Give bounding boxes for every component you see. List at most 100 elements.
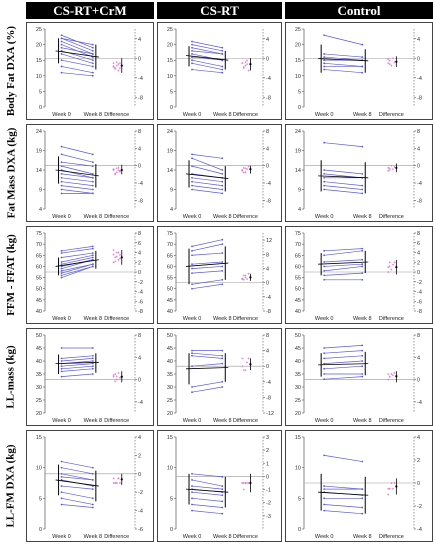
subject-point-week0: [60, 263, 63, 266]
subject-point-week0: [191, 491, 193, 494]
difference-point: [114, 373, 117, 375]
subject-point-week0: [191, 349, 193, 352]
subject-line: [191, 189, 223, 194]
subject-point-week0: [191, 352, 193, 355]
left-tick-label: 19: [36, 149, 42, 155]
left-tick-label: 40: [295, 309, 301, 315]
subject-point-week0: [60, 176, 63, 179]
subject-line: [324, 185, 363, 190]
right-tick-label: 2: [417, 260, 420, 266]
difference-point: [244, 276, 247, 279]
subject-point-week0: [191, 40, 193, 43]
column-header-control: Control: [285, 2, 433, 19]
x-category-label: Week 0: [52, 214, 71, 220]
chart-svg: 0 5 10 15 -6 -4 -2 0 2 4 Week 0 Week 8 Difference: [36, 435, 143, 540]
subject-line: [191, 185, 223, 190]
difference-point: [387, 266, 390, 269]
right-tick-label: -4: [417, 527, 422, 533]
right-tick-label: -8: [266, 395, 271, 401]
subject-line: [324, 56, 363, 61]
subject-point-week0: [60, 276, 63, 279]
difference-point: [117, 371, 120, 374]
left-tick-label: 25: [167, 398, 173, 404]
right-tick-label: 4: [266, 37, 269, 43]
subject-point-week8: [361, 184, 364, 187]
subject-line: [191, 510, 223, 515]
subject-point-week0: [60, 265, 63, 268]
subject-point-week0: [323, 347, 326, 349]
right-tick-label: -4: [266, 181, 271, 187]
subject-point-week8: [361, 65, 364, 68]
left-tick-label: 20: [167, 411, 173, 417]
difference-point: [246, 361, 249, 364]
subject-point-week8: [91, 354, 94, 357]
chart-panel: 4 9 14 19 24 -8 -4 0 4 8 Week 0 Week 8 Difference: [157, 124, 282, 222]
subject-point-week0: [60, 360, 63, 362]
x-category-label: Week 8: [353, 214, 372, 220]
subject-point-week0: [191, 283, 193, 286]
left-tick-label: 40: [36, 309, 42, 315]
subject-point-week8: [91, 184, 94, 187]
subject-line: [324, 266, 363, 272]
difference-point: [247, 69, 250, 72]
right-tick-label: 4: [138, 251, 141, 257]
column-header-cs-rt: CS-RT: [157, 2, 282, 19]
mean-change-line: [55, 479, 99, 487]
subject-line: [191, 279, 223, 285]
subject-point-week0: [323, 53, 326, 55]
difference-point: [115, 167, 118, 170]
subject-line: [61, 154, 93, 163]
difference-point: [241, 277, 244, 280]
difference-point: [390, 373, 393, 375]
difference-point: [246, 168, 249, 171]
subject-line: [191, 270, 223, 274]
chart-svg: 20 25 30 35 40 45 50 -12 -8 -4 0 4 8 Week 0 Week 8 Diff…: [167, 333, 274, 424]
subject-point-week8: [361, 373, 364, 375]
mean-change-line: [185, 262, 229, 267]
subject-point-week8: [221, 357, 224, 360]
left-tick-label: 30: [295, 385, 301, 391]
subject-point-week8: [91, 43, 94, 46]
left-tick-label: 45: [36, 346, 42, 352]
difference-point: [390, 268, 393, 271]
left-tick-label: 50: [167, 287, 173, 293]
subject-point-week8: [221, 269, 224, 272]
subject-line: [61, 491, 93, 499]
difference-point: [118, 376, 121, 379]
row-label-fat-mass: Fat Mass DXA (kg): [0, 124, 22, 222]
subject-point-week8: [91, 466, 94, 469]
right-tick-label: 4: [266, 266, 269, 272]
x-category-label: Week 8: [213, 112, 232, 118]
subject-line: [191, 181, 223, 186]
left-tick-label: 25: [36, 398, 42, 404]
subject-line: [191, 283, 223, 290]
subject-point-week0: [323, 62, 326, 65]
subject-line: [191, 363, 223, 367]
x-category-label: Week 8: [84, 112, 103, 118]
left-tick-label: 5: [170, 496, 173, 502]
difference-point: [246, 63, 249, 66]
subject-point-week8: [361, 360, 364, 362]
subject-point-week0: [60, 460, 63, 463]
subject-line: [191, 59, 223, 67]
subject-point-week0: [191, 188, 193, 191]
difference-mean-point: [120, 256, 123, 259]
difference-point: [241, 365, 244, 368]
left-tick-label: 50: [295, 287, 301, 293]
right-tick-label: -2: [417, 280, 422, 286]
chart-svg: 4 9 14 19 24 -8 -4 0 4 8 Week 0 Week 8 Difference: [36, 129, 143, 220]
difference-point: [387, 62, 390, 65]
subject-line: [324, 142, 363, 147]
subject-line: [61, 161, 93, 167]
subject-point-week8: [361, 43, 364, 46]
subject-line: [61, 263, 93, 272]
subject-line: [61, 185, 93, 190]
subject-line: [191, 473, 223, 478]
left-tick-label: 10: [295, 74, 301, 80]
subject-line: [61, 181, 93, 186]
subject-point-week0: [60, 145, 63, 148]
left-tick-label: 25: [295, 398, 301, 404]
right-tick-label: 8: [138, 333, 141, 339]
right-tick-label: 8: [138, 231, 141, 237]
right-tick-label: -6: [138, 299, 143, 305]
